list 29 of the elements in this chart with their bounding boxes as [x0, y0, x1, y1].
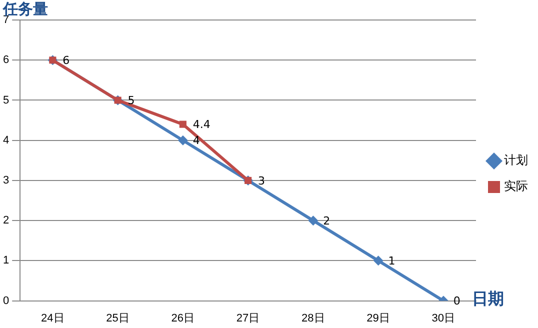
x-axis-title: 日期	[472, 289, 504, 310]
legend-label: 计划	[504, 153, 528, 168]
y-tick-label: 6	[2, 54, 10, 66]
x-tick-label: 30日	[432, 312, 456, 324]
data-label: 6	[62, 54, 70, 67]
data-label: 1	[388, 254, 396, 268]
y-tick-label: 4	[2, 134, 10, 146]
legend-label: 实际	[504, 179, 528, 194]
y-tick-label: 1	[2, 254, 10, 267]
point	[179, 120, 186, 128]
x-tick-label: 28日	[302, 312, 325, 324]
y-tick-label: 0	[2, 294, 10, 307]
point	[308, 216, 318, 226]
y-tick-label: 3	[2, 174, 10, 186]
x-tick-label: 26日	[171, 312, 195, 324]
data-label: 4.4	[192, 118, 210, 132]
data-label: 4	[192, 134, 200, 148]
x-tick-label: 27日	[236, 312, 260, 324]
data-label: 5	[128, 94, 135, 108]
point	[178, 135, 188, 146]
x-tick-label: 25日	[106, 312, 130, 324]
x-tick-label: 29日	[366, 312, 390, 324]
data-label: 2	[323, 214, 330, 228]
point	[373, 256, 384, 266]
data-label: 3	[258, 174, 266, 188]
y-tick-label: 2	[2, 214, 10, 227]
x-tick-label: 24日	[41, 312, 64, 324]
data-label: 0	[453, 294, 460, 308]
y-tick-label: 5	[2, 94, 10, 106]
